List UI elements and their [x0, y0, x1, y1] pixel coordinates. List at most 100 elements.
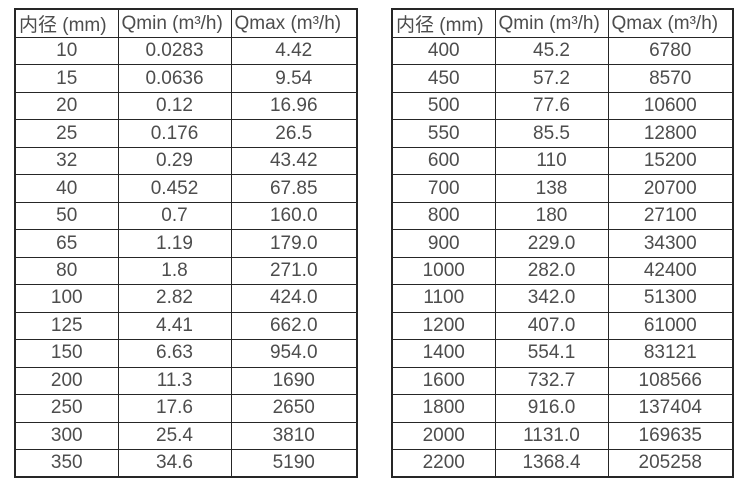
table-row: 1200 407.0 61000 [391, 311, 734, 341]
table-cell: 2.82 [117, 284, 232, 313]
table-row: 1000 282.0 42400 [391, 256, 734, 286]
table-cell: 20 [14, 91, 119, 121]
table-cell: 900 [391, 229, 496, 258]
table-cell: 0.176 [117, 119, 232, 148]
table-row: 900 229.0 34300 [391, 229, 734, 258]
table-cell: 42400 [607, 256, 734, 286]
table-cell: 954.0 [230, 339, 358, 368]
table-cell: 0.12 [117, 91, 232, 121]
table-cell: 1600 [391, 366, 496, 396]
table-row: 125 4.41 662.0 [14, 311, 358, 341]
table-cell: 732.7 [494, 366, 609, 396]
table-cell: 10600 [607, 91, 734, 121]
table-cell: 271.0 [230, 256, 358, 286]
header-row: 内径 (mm) Qmin (m³/h) Qmax (m³/h) [391, 8, 734, 38]
table-row: 550 85.5 12800 [391, 119, 734, 148]
table-cell: 50 [14, 201, 119, 231]
table-cell: 85.5 [494, 119, 609, 148]
table-body-small-diameters: 10 0.0283 4.42 15 0.0636 9.54 20 0.12 16.96 25 0.1… [14, 36, 358, 478]
table-cell: 1400 [391, 339, 496, 368]
table-cell: 229.0 [494, 229, 609, 258]
table-row: 500 77.6 10600 [391, 91, 734, 121]
table-cell: 662.0 [230, 311, 358, 341]
table-cell: 80 [14, 256, 119, 286]
table-cell: 1800 [391, 394, 496, 423]
table-row: 400 45.2 6780 [391, 36, 734, 66]
table-cell: 342.0 [494, 284, 609, 313]
table-cell: 57.2 [494, 64, 609, 93]
table-cell: 6780 [607, 36, 734, 66]
table-cell: 400 [391, 36, 496, 66]
table-cell: 26.5 [230, 119, 358, 148]
table-cell: 11.3 [117, 366, 232, 396]
table-row: 2000 1131.0 169635 [391, 421, 734, 451]
table-row: 800 180 27100 [391, 201, 734, 231]
table-cell: 1200 [391, 311, 496, 341]
table-cell: 0.29 [117, 146, 232, 176]
column-header-qmin: Qmin (m³/h) [117, 8, 232, 38]
table-cell: 25.4 [117, 421, 232, 451]
table-cell: 800 [391, 201, 496, 231]
table-cell: 16.96 [230, 91, 358, 121]
column-header-qmax: Qmax (m³/h) [607, 8, 734, 38]
table-row: 200 11.3 1690 [14, 366, 358, 396]
table-cell: 180 [494, 201, 609, 231]
table-row: 25 0.176 26.5 [14, 119, 358, 148]
table-body-large-diameters: 400 45.2 6780 450 57.2 8570 500 77.6 10600 550 85.… [391, 36, 734, 478]
table-cell: 125 [14, 311, 119, 341]
table-cell: 1368.4 [494, 449, 609, 478]
table-cell: 450 [391, 64, 496, 93]
table-cell: 12800 [607, 119, 734, 148]
table-cell: 350 [14, 449, 119, 478]
table-cell: 0.0636 [117, 64, 232, 93]
table-cell: 407.0 [494, 311, 609, 341]
table-cell: 61000 [607, 311, 734, 341]
table-cell: 700 [391, 174, 496, 203]
table-cell: 40 [14, 174, 119, 203]
table-cell: 77.6 [494, 91, 609, 121]
table-cell: 51300 [607, 284, 734, 313]
table-cell: 100 [14, 284, 119, 313]
table-row: 32 0.29 43.42 [14, 146, 358, 176]
table-row: 40 0.452 67.85 [14, 174, 358, 203]
table-row: 350 34.6 5190 [14, 449, 358, 478]
flow-spec-table-large-diameters: 内径 (mm) Qmin (m³/h) Qmax (m³/h) 400 45.2 6… [391, 8, 734, 478]
table-cell: 1131.0 [494, 421, 609, 451]
table-cell: 15 [14, 64, 119, 93]
table-row: 15 0.0636 9.54 [14, 64, 358, 93]
table-row: 80 1.8 271.0 [14, 256, 358, 286]
table-cell: 160.0 [230, 201, 358, 231]
table-cell: 0.452 [117, 174, 232, 203]
table-cell: 43.42 [230, 146, 358, 176]
table-cell: 27100 [607, 201, 734, 231]
table-cell: 20700 [607, 174, 734, 203]
table-cell: 9.54 [230, 64, 358, 93]
table-cell: 4.42 [230, 36, 358, 66]
table-cell: 0.7 [117, 201, 232, 231]
column-header-qmax: Qmax (m³/h) [230, 8, 358, 38]
table-cell: 10 [14, 36, 119, 66]
column-header-diameter: 内径 (mm) [391, 8, 496, 38]
table-cell: 45.2 [494, 36, 609, 66]
table-cell: 150 [14, 339, 119, 368]
table-cell: 17.6 [117, 394, 232, 423]
table-cell: 6.63 [117, 339, 232, 368]
table-row: 20 0.12 16.96 [14, 91, 358, 121]
column-header-diameter: 内径 (mm) [14, 8, 119, 38]
table-cell: 1100 [391, 284, 496, 313]
header-row: 内径 (mm) Qmin (m³/h) Qmax (m³/h) [14, 8, 358, 38]
table-row: 250 17.6 2650 [14, 394, 358, 423]
table-row: 50 0.7 160.0 [14, 201, 358, 231]
table-cell: 916.0 [494, 394, 609, 423]
table-row: 65 1.19 179.0 [14, 229, 358, 258]
table-cell: 8570 [607, 64, 734, 93]
table-cell: 179.0 [230, 229, 358, 258]
table-cell: 110 [494, 146, 609, 176]
table-row: 450 57.2 8570 [391, 64, 734, 93]
table-cell: 500 [391, 91, 496, 121]
table-cell: 250 [14, 394, 119, 423]
table-row: 100 2.82 424.0 [14, 284, 358, 313]
table-cell: 3810 [230, 421, 358, 451]
table-cell: 4.41 [117, 311, 232, 341]
